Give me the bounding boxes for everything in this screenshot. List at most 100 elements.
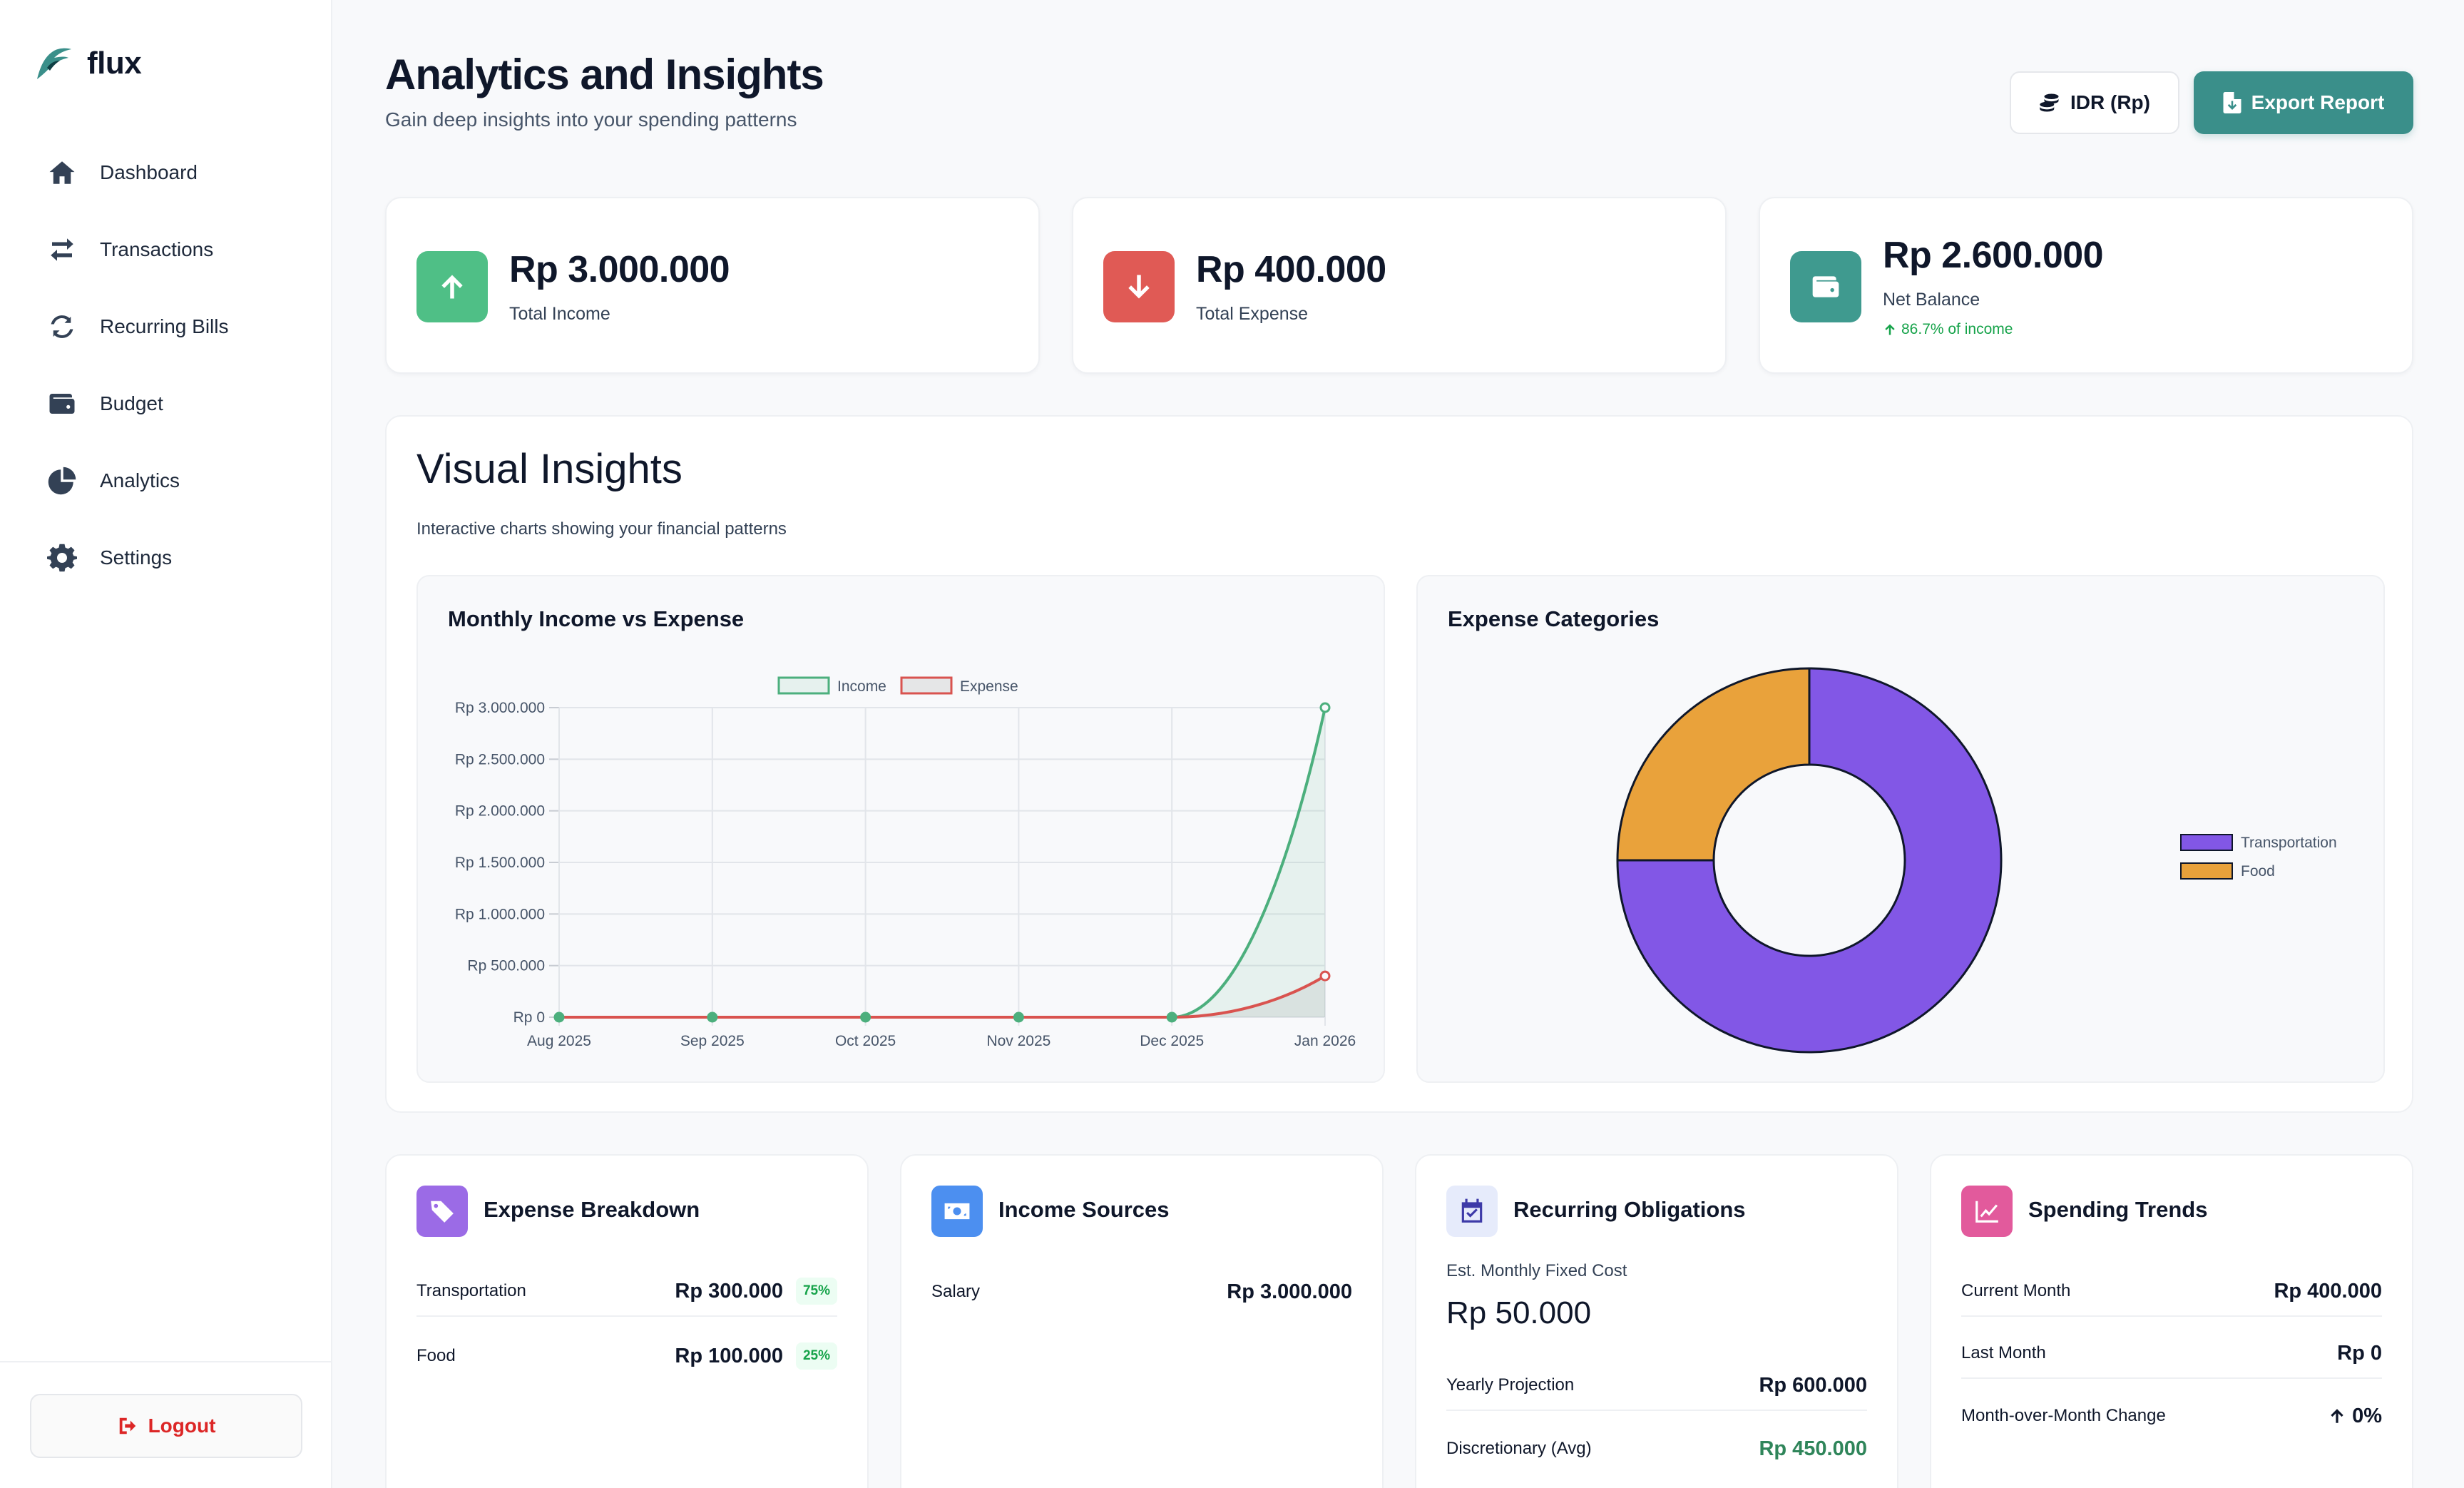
data-point-income [1167,1012,1177,1022]
row-label: Food [416,1346,456,1365]
gear-icon [46,541,78,574]
list-item: Yearly Projection Rp 600.000 [1446,1361,1867,1411]
legend-label-income: Income [837,678,886,695]
data-point-income [1013,1012,1024,1022]
x-tick-label: Dec 2025 [1140,1033,1204,1049]
legend-swatch-transportation [2180,834,2233,851]
sidebar-item-dashboard[interactable]: Dashboard [31,134,302,211]
file-export-icon [2223,92,2241,113]
calendar-check-icon [1446,1186,1498,1237]
page-title: Analytics and Insights [385,51,824,98]
recurring-obligations-card: Recurring Obligations Est. Monthly Fixed… [1415,1154,1898,1488]
data-point-income [707,1012,717,1022]
visual-insights-section: Visual Insights Interactive charts showi… [385,415,2413,1113]
income-expense-line-chart[interactable]: Income Expense Rp 0 Rp 500.000 Rp 1.000.000 R… [418,576,1386,1084]
total-income-label: Total Income [509,304,610,324]
flux-logo-icon [37,48,71,79]
row-label: Yearly Projection [1446,1375,1575,1395]
y-tick-label: Rp 1.000.000 [455,906,545,922]
row-label: Last Month [1961,1343,2046,1362]
y-tick-label: Rp 2.500.000 [455,751,545,768]
pie-chart-title: Expense Categories [1448,606,1660,631]
sidebar: flux Dashboard Transactions Recurring Bi… [0,0,332,1488]
total-income-value: Rp 3.000.000 [509,249,730,290]
net-balance-value: Rp 2.600.000 [1883,235,2104,276]
data-point-income [1319,702,1331,713]
income-sources-card: Income Sources Salary Rp 3.000.000 [900,1154,1384,1488]
net-balance-note-text: 86.7% of income [1901,321,2013,337]
legend-swatch-food [2180,862,2233,880]
logout-label: Logout [148,1415,216,1437]
spending-trends-title: Spending Trends [2028,1197,2208,1222]
est-monthly-cost-value: Rp 50.000 [1446,1295,1592,1330]
legend-label-transportation: Transportation [2241,835,2337,851]
x-tick-label: Oct 2025 [835,1033,896,1049]
page-subtitle: Gain deep insights into your spending pa… [385,108,797,131]
donut-slice-food [1616,667,1811,862]
app-logo[interactable]: flux [33,46,142,81]
list-item: Food Rp 100.000 25% [416,1331,837,1381]
data-point-expense [1319,970,1331,982]
series-line-expense [559,974,1326,1019]
expense-categories-donut-chart[interactable]: Transportation Food [1418,576,2386,1084]
legend-swatch-expense [900,676,953,695]
total-expense-card: Rp 400.000 Total Expense [1072,197,1727,374]
list-item: Current Month Rp 400.000 [1961,1267,2382,1317]
logout-button[interactable]: Logout [30,1394,302,1458]
arrow-down-icon [1103,251,1175,322]
row-value: Rp 300.000 [675,1279,783,1303]
legend-label-expense: Expense [960,678,1018,695]
currency-button[interactable]: IDR (Rp) [2010,71,2179,134]
row-value: Rp 450.000 [1759,1437,1867,1460]
sidebar-item-label: Budget [100,392,163,414]
wallet-icon [46,387,78,420]
row-value: Rp 3.000.000 [1227,1280,1352,1303]
money-bill-icon [931,1186,983,1237]
row-value: 0% [2352,1404,2382,1427]
sidebar-item-settings[interactable]: Settings [31,519,302,596]
net-balance-label: Net Balance [1883,290,1980,310]
total-income-card: Rp 3.000.000 Total Income [385,197,1040,374]
y-tick-label: Rp 2.000.000 [455,803,545,820]
sidebar-item-label: Recurring Bills [100,315,229,337]
wallet-icon [1790,251,1861,322]
sidebar-divider [0,1361,332,1362]
visual-insights-subtitle: Interactive charts showing your financia… [416,519,787,539]
y-tick-label: Rp 0 [513,1009,545,1026]
logout-icon [119,1417,136,1435]
est-monthly-cost-label: Est. Monthly Fixed Cost [1446,1261,1627,1280]
home-icon [46,156,78,189]
legend-label-food: Food [2241,863,2275,880]
row-value: Rp 600.000 [1759,1373,1867,1397]
total-expense-label: Total Expense [1196,304,1309,324]
sidebar-item-analytics[interactable]: Analytics [31,442,302,519]
sidebar-item-label: Dashboard [100,161,198,183]
refresh-icon [46,310,78,343]
list-item: Salary Rp 3.000.000 [931,1267,1352,1317]
expense-breakdown-card: Expense Breakdown Transportation Rp 300.… [385,1154,869,1488]
row-value: Rp 0 [2337,1341,2382,1365]
y-tick-label: Rp 3.000.000 [455,700,545,716]
trend-chart-icon [1961,1186,2013,1237]
sidebar-item-label: Settings [100,546,173,569]
list-item: Last Month Rp 0 [1961,1329,2382,1379]
x-tick-label: Sep 2025 [680,1033,745,1049]
arrow-up-icon [2331,1409,2343,1423]
y-tick-label: Rp 500.000 [467,958,545,974]
data-point-income [554,1012,564,1022]
currency-label: IDR (Rp) [2070,91,2150,113]
x-tick-label: Jan 2026 [1294,1033,1356,1049]
net-balance-note: 86.7% of income [1883,321,2013,338]
expense-breakdown-title: Expense Breakdown [484,1197,700,1222]
expense-categories-chart-panel: Expense Categories Transportation Food [1416,575,2385,1083]
row-label: Month-over-Month Change [1961,1406,2166,1425]
sidebar-item-transactions[interactable]: Transactions [31,211,302,288]
net-balance-card: Rp 2.600.000 Net Balance 86.7% of income [1759,197,2413,374]
sidebar-item-recurring-bills[interactable]: Recurring Bills [31,288,302,365]
income-expense-chart-panel: Monthly Income vs Expense Income Expense R… [416,575,1385,1083]
export-report-button[interactable]: Export Report [2194,71,2413,134]
arrow-up-small-icon [1885,324,1895,335]
row-label: Current Month [1961,1281,2071,1300]
sidebar-item-budget[interactable]: Budget [31,365,302,442]
sidebar-nav: Dashboard Transactions Recurring Bills B… [31,134,302,596]
